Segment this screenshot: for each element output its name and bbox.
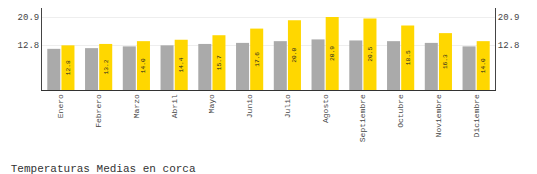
svg-text:Diciembre: Diciembre <box>472 94 481 137</box>
svg-text:17.6: 17.6 <box>254 52 261 67</box>
svg-text:Junio: Junio <box>245 94 254 118</box>
svg-text:12.8: 12.8 <box>18 41 40 51</box>
svg-text:Mayo: Mayo <box>207 94 216 113</box>
svg-text:16.3: 16.3 <box>442 54 449 69</box>
svg-text:20.5: 20.5 <box>367 47 374 62</box>
svg-text:Marzo: Marzo <box>132 94 141 118</box>
svg-text:Noviembre: Noviembre <box>434 94 443 137</box>
svg-text:12.8: 12.8 <box>498 41 520 51</box>
svg-text:Agosto: Agosto <box>321 94 330 123</box>
svg-text:Septiembre: Septiembre <box>358 94 367 142</box>
svg-text:15.7: 15.7 <box>216 55 223 70</box>
svg-text:Enero: Enero <box>56 94 65 118</box>
svg-text:20.0: 20.0 <box>291 47 298 62</box>
svg-text:12.8: 12.8 <box>65 60 72 75</box>
svg-text:13.2: 13.2 <box>103 59 110 74</box>
svg-text:20.9: 20.9 <box>498 13 520 23</box>
svg-text:20.9: 20.9 <box>329 46 336 61</box>
svg-text:18.5: 18.5 <box>405 50 412 65</box>
svg-text:Julio: Julio <box>283 94 292 118</box>
svg-text:Temperaturas Medias en corca: Temperaturas Medias en corca <box>11 163 196 174</box>
svg-text:14.4: 14.4 <box>178 57 185 72</box>
svg-text:Abril: Abril <box>170 94 179 118</box>
svg-text:Octubre: Octubre <box>396 94 405 128</box>
svg-text:14.0: 14.0 <box>140 58 147 73</box>
svg-text:14.0: 14.0 <box>480 58 487 73</box>
svg-text:Febrero: Febrero <box>94 94 103 128</box>
svg-text:20.9: 20.9 <box>18 13 40 23</box>
